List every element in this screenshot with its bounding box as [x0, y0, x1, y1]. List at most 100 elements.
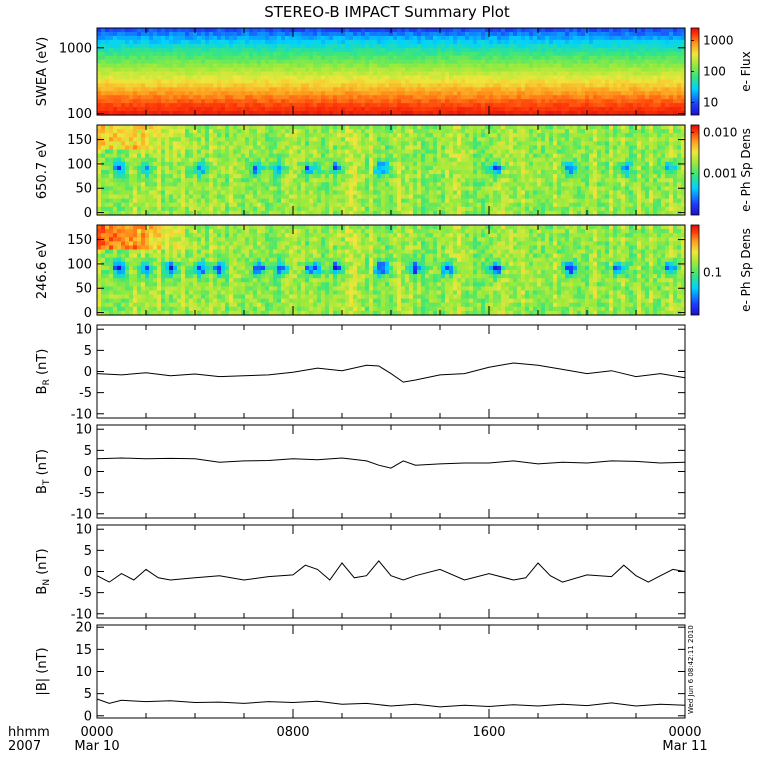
- heatmap-cell: [161, 210, 166, 216]
- heatmap-cell: [317, 133, 322, 138]
- heatmap-cell: [181, 91, 186, 96]
- heatmap-cell: [325, 55, 330, 61]
- heatmap-cell: [525, 59, 530, 65]
- heatmap-cell: [493, 39, 498, 45]
- heatmap-cell: [113, 103, 118, 108]
- heatmap-cell: [297, 99, 302, 104]
- heatmap-cell: [257, 95, 262, 100]
- heatmap-cell: [265, 39, 270, 45]
- heatmap-cell: [273, 145, 278, 151]
- heatmap-cell: [221, 129, 226, 134]
- heatmap-cell: [261, 39, 266, 45]
- heatmap-cell: [105, 99, 110, 104]
- heatmap-cell: [217, 67, 222, 73]
- heatmap-cell: [289, 174, 294, 179]
- heatmap-cell: [649, 107, 654, 112]
- heatmap-cell: [389, 91, 394, 96]
- heatmap-cell: [341, 83, 346, 88]
- heatmap-cell: [329, 47, 334, 53]
- heatmap-cell: [229, 141, 234, 147]
- heatmap-cell: [473, 67, 478, 73]
- heatmap-cell: [285, 75, 290, 80]
- heatmap-cell: [137, 55, 142, 61]
- heatmap-cell: [133, 111, 138, 116]
- heatmap-cell: [117, 63, 122, 69]
- heatmap-cell: [189, 99, 194, 104]
- heatmap-cell: [369, 75, 374, 80]
- heatmap-cell: [141, 103, 146, 108]
- heatmap-cell: [313, 210, 318, 216]
- heatmap-cell: [221, 95, 226, 100]
- heatmap-cell: [257, 125, 262, 130]
- heatmap-cell: [349, 202, 354, 208]
- heatmap-cell: [373, 137, 378, 142]
- heatmap-cell: [481, 83, 486, 88]
- heatmap-cell: [213, 71, 218, 77]
- heatmap-cell: [201, 91, 206, 96]
- heatmap-cell: [553, 28, 558, 33]
- heatmap-cell: [641, 103, 646, 108]
- heatmap-cell: [241, 137, 246, 142]
- heatmap-cell: [457, 28, 462, 33]
- heatmap-cell: [149, 178, 154, 183]
- heatmap-cell: [237, 174, 242, 179]
- heatmap-cell: [669, 31, 674, 37]
- heatmap-cell: [161, 145, 166, 151]
- heatmap-cell: [361, 178, 366, 183]
- heatmap-cell: [649, 35, 654, 41]
- heatmap-cell: [341, 178, 346, 183]
- heatmap-cell: [325, 153, 330, 159]
- heatmap-cell: [285, 103, 290, 108]
- heatmap-cell: [441, 55, 446, 61]
- heatmap-cell: [197, 174, 202, 179]
- heatmap-cell: [233, 87, 238, 92]
- heatmap-cell: [201, 141, 206, 147]
- heatmap-cell: [189, 157, 194, 163]
- heatmap-cell: [309, 194, 314, 200]
- heatmap-cell: [529, 83, 534, 88]
- heatmap-cell: [653, 28, 658, 33]
- heatmap-cell: [229, 39, 234, 45]
- heatmap-cell: [249, 165, 254, 171]
- heatmap-cell: [229, 137, 234, 142]
- heatmap-cell: [345, 198, 350, 204]
- heatmap-cell: [517, 35, 522, 41]
- heatmap-cell: [357, 47, 362, 53]
- heatmap-cell: [237, 67, 242, 73]
- heatmap-cell: [421, 31, 426, 37]
- heatmap-cell: [325, 210, 330, 216]
- heatmap-cell: [245, 170, 250, 175]
- heatmap-cell: [393, 198, 398, 204]
- heatmap-cell: [577, 87, 582, 92]
- heatmap-cell: [129, 182, 134, 187]
- heatmap-cell: [249, 55, 254, 61]
- heatmap-cell: [601, 63, 606, 69]
- heatmap-cell: [605, 63, 610, 69]
- heatmap-cell: [505, 55, 510, 61]
- heatmap-cell: [205, 103, 210, 108]
- heatmap-cell: [109, 206, 114, 212]
- heatmap-cell: [437, 75, 442, 80]
- heatmap-cell: [249, 35, 254, 41]
- heatmap-cell: [137, 31, 142, 37]
- heatmap-cell: [185, 31, 190, 37]
- heatmap-cell: [453, 63, 458, 69]
- heatmap-cell: [301, 83, 306, 88]
- heatmap-cell: [289, 71, 294, 77]
- heatmap-cell: [161, 47, 166, 53]
- heatmap-cell: [277, 194, 282, 200]
- heatmap-cell: [357, 99, 362, 104]
- heatmap-cell: [193, 194, 198, 200]
- heatmap-cell: [145, 194, 150, 200]
- heatmap-cell: [421, 39, 426, 45]
- heatmap-cell: [597, 28, 602, 33]
- heatmap-cell: [317, 186, 322, 192]
- heatmap-cell: [233, 170, 238, 175]
- heatmap-cell: [361, 59, 366, 65]
- heatmap-cell: [633, 71, 638, 77]
- heatmap-cell: [633, 103, 638, 108]
- heatmap-cell: [361, 141, 366, 147]
- heatmap-cell: [421, 103, 426, 108]
- heatmap-cell: [157, 28, 162, 33]
- heatmap-cell: [361, 190, 366, 196]
